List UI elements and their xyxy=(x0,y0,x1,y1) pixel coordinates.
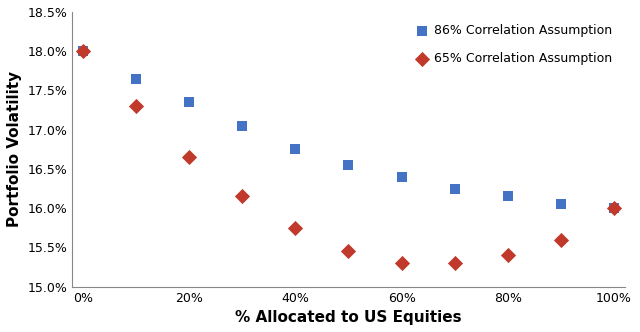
86% Correlation Assumption xyxy=(556,202,566,207)
86% Correlation Assumption xyxy=(609,206,619,211)
86% Correlation Assumption xyxy=(77,48,88,54)
65% Correlation Assumption xyxy=(184,154,194,160)
86% Correlation Assumption xyxy=(449,186,460,191)
65% Correlation Assumption xyxy=(502,253,513,258)
86% Correlation Assumption xyxy=(131,76,141,81)
86% Correlation Assumption xyxy=(290,147,300,152)
86% Correlation Assumption xyxy=(237,123,247,128)
65% Correlation Assumption xyxy=(396,260,406,266)
X-axis label: % Allocated to US Equities: % Allocated to US Equities xyxy=(235,310,461,325)
65% Correlation Assumption xyxy=(131,104,141,109)
86% Correlation Assumption xyxy=(184,100,194,105)
65% Correlation Assumption xyxy=(609,206,619,211)
65% Correlation Assumption xyxy=(77,48,88,54)
86% Correlation Assumption xyxy=(502,194,513,199)
65% Correlation Assumption xyxy=(290,225,300,230)
Legend: 86% Correlation Assumption, 65% Correlation Assumption: 86% Correlation Assumption, 65% Correlat… xyxy=(410,18,618,72)
Y-axis label: Portfolio Volatility: Portfolio Volatility xyxy=(7,71,22,227)
65% Correlation Assumption xyxy=(556,237,566,242)
86% Correlation Assumption xyxy=(396,174,406,179)
65% Correlation Assumption xyxy=(237,194,247,199)
65% Correlation Assumption xyxy=(343,249,353,254)
65% Correlation Assumption xyxy=(449,260,460,266)
86% Correlation Assumption xyxy=(343,162,353,168)
